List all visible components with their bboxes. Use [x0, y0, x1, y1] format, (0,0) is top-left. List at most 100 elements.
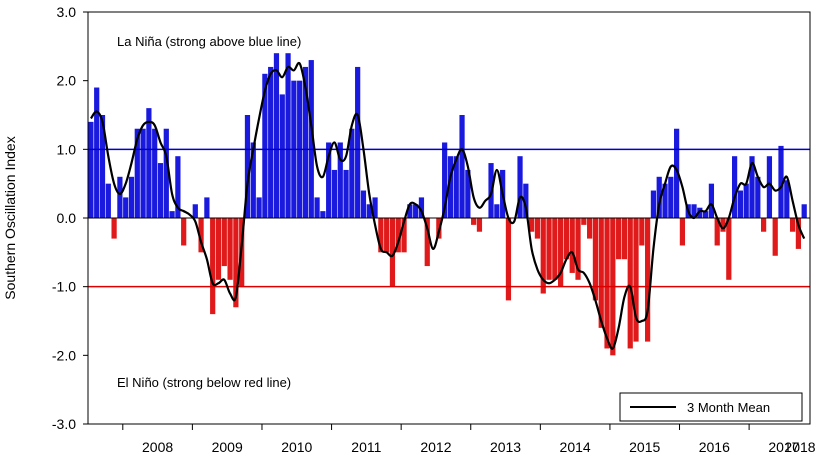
soi-bar [633, 218, 639, 342]
soi-bar [314, 197, 320, 218]
soi-bar [181, 218, 187, 246]
bars-layer [88, 53, 807, 356]
x-tick-label: 2017 [768, 439, 799, 455]
threshold-lines [88, 148, 810, 288]
soi-bar [621, 218, 628, 260]
soi-bar [407, 204, 413, 218]
x-tick-label: 2011 [351, 439, 381, 455]
soi-bar [459, 115, 465, 218]
soi-bar [389, 218, 396, 287]
soi-bar [128, 176, 135, 218]
soi-bar [355, 66, 361, 219]
soi-bar [592, 218, 599, 301]
soi-bar [720, 218, 726, 232]
y-tick-label: 2.0 [57, 73, 77, 89]
soi-bar [204, 197, 210, 218]
soi-bar [198, 218, 204, 253]
y-tick-label: -2.0 [52, 347, 76, 363]
y-tick-label: -1.0 [52, 279, 76, 295]
soi-bar [221, 218, 227, 267]
legend-label: 3 Month Mean [687, 400, 770, 415]
soi-bar [447, 156, 454, 218]
soi-bar [250, 142, 256, 218]
la-nina-annotation: La Niña (strong above blue line) [117, 34, 301, 49]
soi-bar [801, 204, 807, 218]
soi-bar [627, 218, 633, 349]
soi-bar [273, 53, 280, 219]
soi-bar [708, 183, 715, 218]
soi-bar [789, 218, 796, 232]
soi-bar [163, 128, 169, 218]
soi-bar [244, 115, 251, 218]
x-tick-label: 2008 [142, 439, 173, 455]
soi-bar [517, 156, 523, 218]
soi-bar [697, 207, 703, 218]
soi-bar [639, 218, 645, 246]
soi-bar [563, 218, 570, 260]
soi-bar [569, 218, 575, 273]
soi-bar [233, 218, 239, 308]
x-tick-label: 2016 [699, 439, 730, 455]
soi-bar [395, 218, 401, 253]
x-tick-label: 2013 [490, 439, 521, 455]
soi-bar [331, 169, 338, 218]
soi-bar [598, 218, 604, 328]
soi-bar [285, 53, 291, 219]
soi-bar [795, 218, 802, 249]
y-tick-label: 3.0 [57, 4, 77, 20]
soi-bar [616, 218, 622, 260]
soi-bar [743, 183, 749, 218]
soi-bar [360, 190, 367, 218]
y-axis-ticks: 3.0 2.0 1.0 0.0 -1.0 -2.0 -3.0 [52, 4, 88, 432]
soi-bar [668, 176, 674, 218]
soi-bar [378, 218, 384, 253]
x-tick-label: 2018 [784, 439, 815, 455]
soi-bar [123, 197, 129, 218]
soi-bar [494, 204, 500, 218]
soi-bar [140, 128, 146, 218]
soi-bar [726, 218, 732, 280]
soi-bar [604, 218, 610, 349]
y-axis-title: Southern Oscillation Index [2, 136, 18, 299]
soi-bar [262, 73, 268, 218]
soi-bar [581, 218, 587, 225]
soi-bar [268, 66, 274, 219]
soi-bar [366, 204, 372, 218]
soi-bar [645, 218, 651, 342]
soi-bar [215, 218, 222, 280]
soi-bar [88, 121, 94, 218]
soi-bar [349, 128, 355, 218]
soi-bar [529, 218, 535, 232]
soi-bar [546, 218, 552, 280]
soi-bar [534, 218, 541, 239]
soi-bar [766, 156, 773, 218]
soi-bar [442, 142, 448, 218]
soi-bar [505, 218, 512, 301]
soi-bar [471, 218, 477, 225]
x-tick-label: 2015 [629, 439, 660, 455]
soi-bar [476, 218, 483, 232]
soi-bar [778, 145, 784, 218]
soi-bar [372, 197, 378, 218]
soi-bar [227, 218, 233, 280]
soi-bar [192, 204, 198, 218]
soi-bar [761, 218, 767, 232]
x-tick-label: 2010 [281, 439, 312, 455]
soi-bar [656, 176, 662, 218]
soi-bar [111, 218, 117, 239]
soi-bar [453, 156, 459, 218]
soi-bar [749, 156, 755, 218]
legend: 3 Month Mean [619, 392, 803, 422]
x-tick-label: 2009 [212, 439, 243, 455]
soi-bar [674, 128, 680, 218]
soi-bar [169, 211, 175, 218]
soi-bar [413, 204, 419, 218]
soi-bar [732, 156, 738, 218]
soi-bar [703, 211, 709, 218]
x-tick-label: 2014 [560, 439, 591, 455]
soi-bar [784, 180, 790, 218]
soi-bar [714, 218, 720, 246]
soi-bar [650, 190, 657, 218]
soi-bar [755, 176, 761, 218]
